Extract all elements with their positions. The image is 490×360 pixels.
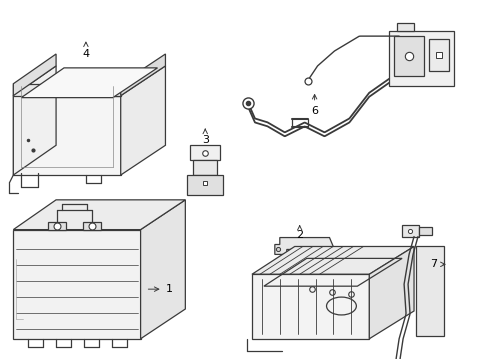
Polygon shape — [252, 274, 369, 339]
Polygon shape — [402, 225, 419, 237]
Text: 5: 5 — [0, 359, 1, 360]
Polygon shape — [416, 247, 444, 336]
Polygon shape — [13, 200, 185, 230]
Polygon shape — [83, 222, 101, 230]
Polygon shape — [369, 247, 414, 339]
Text: 6: 6 — [311, 95, 318, 116]
Polygon shape — [13, 230, 141, 339]
Polygon shape — [13, 54, 56, 96]
Polygon shape — [419, 227, 432, 235]
Text: 2: 2 — [296, 226, 303, 239]
Polygon shape — [429, 39, 449, 71]
Polygon shape — [141, 200, 185, 339]
Text: 1: 1 — [148, 284, 172, 294]
Polygon shape — [13, 96, 121, 175]
Polygon shape — [394, 36, 424, 76]
Polygon shape — [397, 23, 414, 31]
Polygon shape — [121, 66, 166, 175]
Text: 3: 3 — [202, 129, 209, 145]
Text: 4: 4 — [82, 42, 90, 59]
Text: 7: 7 — [430, 259, 445, 269]
Polygon shape — [252, 247, 414, 274]
Polygon shape — [13, 66, 56, 175]
Polygon shape — [187, 175, 223, 195]
Polygon shape — [389, 31, 454, 86]
Polygon shape — [275, 238, 335, 255]
Polygon shape — [193, 160, 217, 175]
Polygon shape — [121, 54, 166, 96]
Polygon shape — [21, 68, 157, 98]
Polygon shape — [13, 84, 121, 96]
Polygon shape — [190, 145, 220, 160]
Polygon shape — [48, 222, 66, 230]
